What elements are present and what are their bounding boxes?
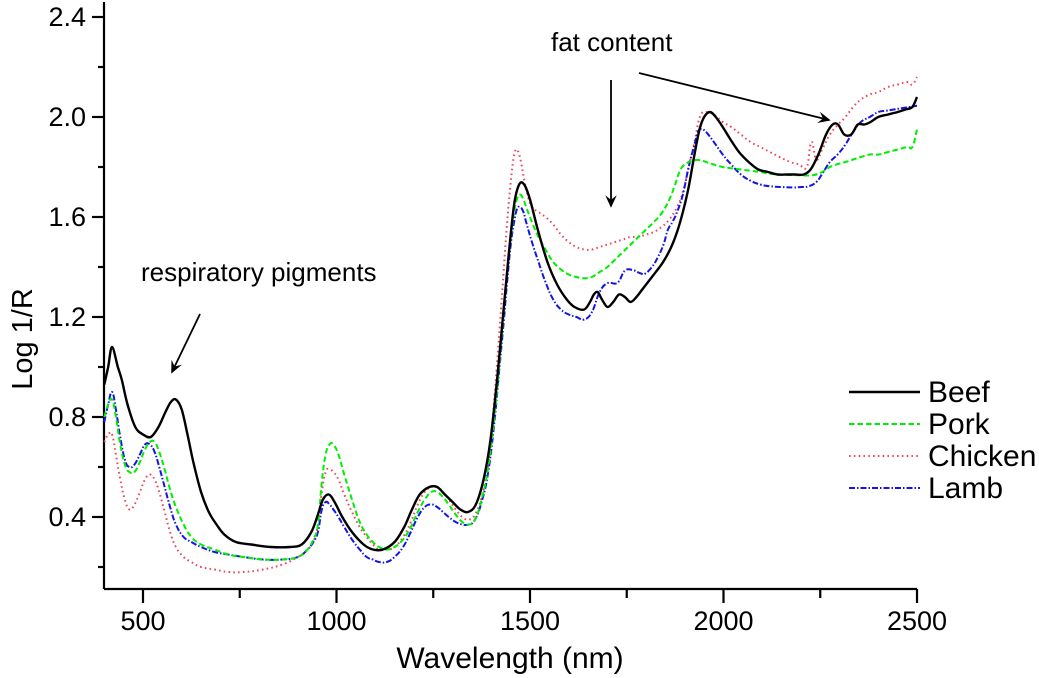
svg-text:1000: 1000: [306, 606, 366, 636]
svg-text:1.6: 1.6: [48, 202, 86, 232]
svg-text:fat content: fat content: [551, 27, 673, 57]
svg-text:500: 500: [120, 606, 165, 636]
svg-text:0.4: 0.4: [48, 502, 86, 532]
svg-text:Pork: Pork: [928, 408, 991, 441]
svg-text:Log 1/R: Log 1/R: [7, 288, 39, 390]
svg-text:Lamb: Lamb: [928, 472, 1003, 505]
svg-text:Wavelength (nm): Wavelength (nm): [396, 642, 623, 675]
svg-text:2000: 2000: [693, 606, 753, 636]
svg-text:Beef: Beef: [928, 376, 990, 409]
svg-text:respiratory pigments: respiratory pigments: [141, 257, 377, 287]
svg-text:Chicken: Chicken: [928, 440, 1036, 473]
svg-text:2.4: 2.4: [48, 2, 86, 32]
svg-text:2500: 2500: [887, 606, 947, 636]
svg-text:1.2: 1.2: [48, 302, 86, 332]
svg-text:2.0: 2.0: [48, 102, 86, 132]
svg-text:0.8: 0.8: [48, 402, 86, 432]
svg-text:1500: 1500: [500, 606, 560, 636]
